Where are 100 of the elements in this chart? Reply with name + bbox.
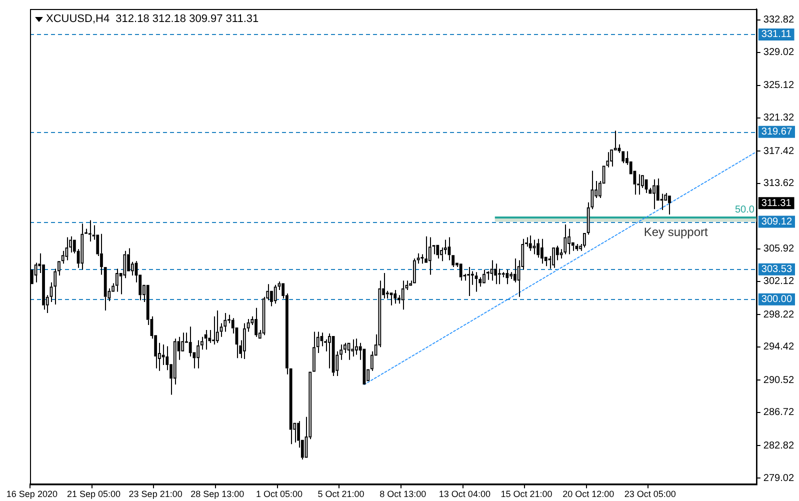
candlestick [637, 174, 640, 196]
candlestick [254, 307, 258, 338]
candlestick [123, 250, 126, 279]
candlestick [428, 236, 432, 276]
y-tick-label: 290.52 [763, 374, 794, 386]
candlestick [316, 331, 320, 354]
candlestick [583, 232, 586, 248]
candlestick [289, 368, 292, 445]
candlestick [266, 284, 270, 301]
x-tick-label: 23 Oct 05:00 [624, 489, 676, 500]
y-tick-label: 321.32 [763, 112, 794, 124]
candlestick [58, 261, 60, 276]
candlestick [467, 266, 470, 296]
ref-line-label: 319.67 [761, 126, 792, 138]
candlestick [332, 336, 335, 377]
candlestick [162, 344, 165, 366]
annotation: 50.0 [734, 204, 755, 216]
candlestick [610, 150, 613, 168]
candlestick [200, 336, 204, 350]
candlestick [444, 239, 447, 255]
y-tick-label: 332.82 [763, 14, 794, 26]
candlestick [355, 338, 358, 356]
candlestick [568, 228, 570, 255]
x-tick-label: 8 Oct 13:00 [380, 489, 426, 500]
y-tick-label: 294.42 [763, 342, 794, 353]
x-tick-label: 5 Oct 21:00 [318, 489, 364, 500]
ref-line-label: 309.12 [761, 216, 792, 228]
chart-title: XCUUSD,H4 312.18 312.18 309.97 311.31 [46, 13, 259, 26]
candlestick [312, 331, 316, 372]
x-tick-label: 15 Oct 21:00 [500, 489, 552, 500]
candlestick [340, 344, 342, 360]
y-tick-label: 305.92 [763, 244, 794, 255]
candlestick [69, 236, 72, 254]
x-tick-label: 16 Sep 2020 [6, 489, 58, 500]
candlestick [552, 247, 556, 268]
candlestick [216, 310, 219, 344]
candlestick [328, 332, 331, 369]
candlestick [181, 332, 184, 352]
candlestick [61, 250, 64, 264]
candlestick [224, 312, 227, 332]
candlestick [440, 246, 443, 262]
candlestick [270, 290, 273, 307]
annotation: 311.31 [761, 198, 792, 209]
y-tick-label: 302.12 [763, 276, 794, 288]
band-label: Key support [644, 225, 709, 240]
y-tick-label: 279.02 [763, 472, 794, 484]
y-tick-label: 317.42 [763, 146, 794, 157]
candlestick [536, 238, 540, 258]
candlestick [347, 342, 350, 360]
candlestick [104, 267, 107, 311]
candlestick [652, 178, 656, 210]
candlestick [188, 326, 192, 357]
candlestick [173, 338, 176, 386]
x-tick-label: 23 Sep 21:00 [128, 489, 182, 500]
candlestick [494, 263, 498, 285]
candlestick [351, 338, 354, 357]
candlestick [474, 272, 478, 292]
candlestick [115, 268, 118, 292]
candlestick [532, 239, 536, 255]
candlestick [668, 196, 671, 215]
candlestick [513, 258, 516, 283]
x-tick-label: 13 Oct 04:00 [438, 489, 490, 500]
candlestick [42, 264, 45, 310]
candlestick [490, 260, 494, 282]
candlestick [482, 269, 486, 284]
candlestick [100, 233, 103, 276]
candlestick [401, 280, 404, 310]
y-tick-label: 325.12 [763, 80, 794, 92]
y-tick-label: 329.02 [763, 47, 794, 58]
candlestick [436, 244, 440, 260]
candlestick [506, 269, 509, 285]
x-tick-label: 28 Sep 13:00 [190, 489, 244, 500]
ref-line-label: 300.00 [761, 294, 792, 306]
candlestick [528, 235, 532, 252]
candlestick [470, 270, 474, 286]
candlestick [127, 248, 130, 272]
x-tick-label: 1 Oct 05:00 [256, 489, 302, 500]
x-tick-label: 21 Sep 05:00 [66, 489, 121, 500]
y-tick-label: 286.72 [763, 407, 794, 418]
ref-line-label: 331.11 [761, 29, 792, 40]
candlestick [204, 330, 208, 350]
candlestick [502, 272, 505, 278]
candlestick [243, 322, 246, 360]
candlestick [246, 318, 250, 332]
candlestick [510, 272, 513, 280]
candlestick [606, 152, 610, 168]
candlestick [220, 322, 223, 338]
candlestick [416, 252, 420, 264]
candlestick [196, 340, 200, 369]
candlestick [525, 236, 528, 248]
candlestick [564, 224, 567, 255]
y-tick-label: 298.22 [763, 309, 794, 320]
x-tick-label: 20 Oct 12:00 [562, 489, 614, 500]
y-tick-label: 282.82 [763, 440, 794, 452]
ref-line-label: 303.53 [761, 264, 792, 276]
candlestick [394, 290, 397, 304]
candlestick [424, 236, 428, 263]
candlestick [80, 223, 84, 270]
y-tick-label: 313.62 [763, 178, 794, 190]
candlestick [540, 238, 544, 264]
